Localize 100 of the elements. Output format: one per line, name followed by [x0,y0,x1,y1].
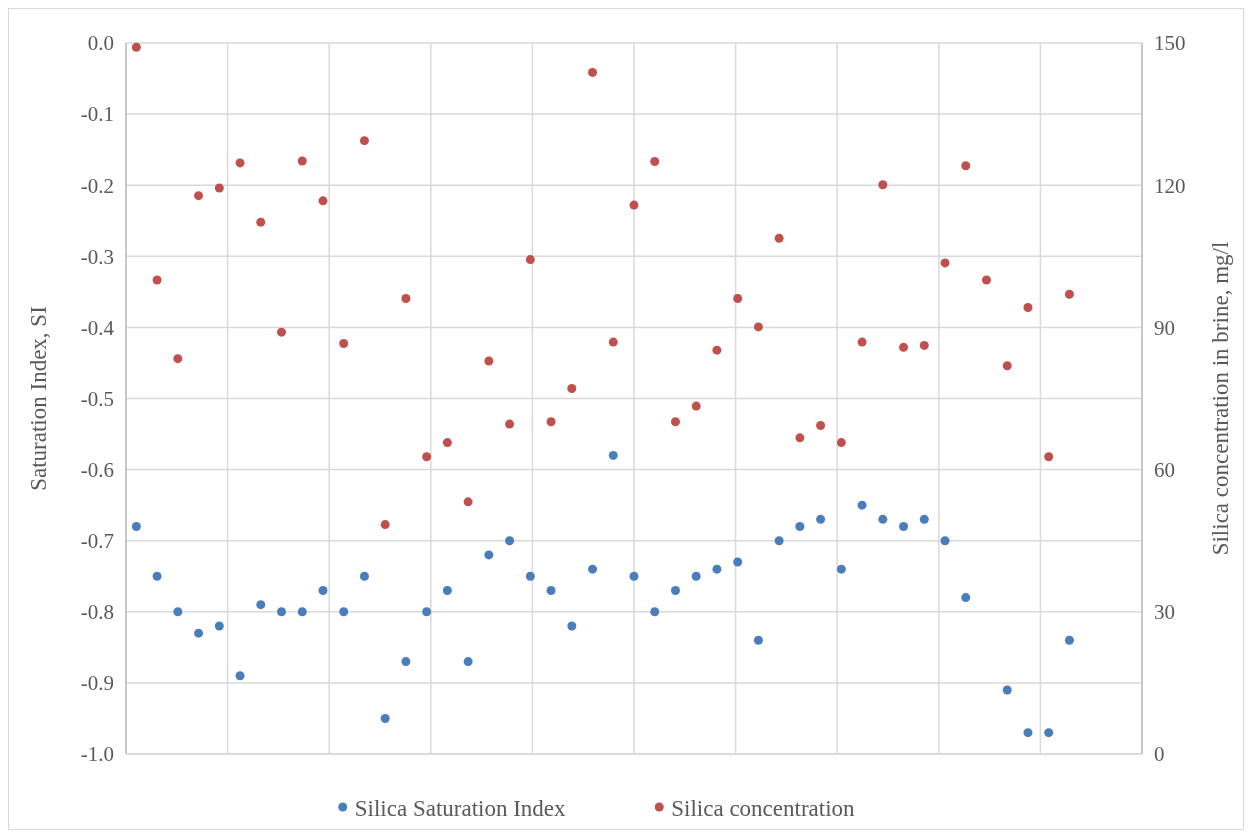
point [940,258,950,268]
y-tick-label: -1.0 [80,742,114,767]
point [173,607,183,617]
point [318,196,328,206]
point [961,593,971,603]
point [194,191,204,201]
point [733,557,743,567]
point [359,136,369,146]
point [899,521,909,531]
point [836,438,846,448]
point [463,497,473,507]
y-tick-label: 0.0 [87,31,114,56]
point [567,384,577,394]
point [505,536,515,546]
point [733,293,743,303]
point [380,520,390,530]
y-tick-label: -0.1 [80,102,114,127]
point [1044,728,1054,738]
point [878,180,888,190]
point [442,585,452,595]
point [131,42,141,52]
point [981,275,991,285]
point [422,607,432,617]
y-tick-label: -0.7 [80,529,114,554]
point [878,514,888,524]
point [629,200,639,210]
point [712,564,722,574]
point [297,607,307,617]
point [235,158,245,168]
point [629,571,639,581]
y2-tick-label: 120 [1154,173,1186,198]
point [608,337,618,347]
point [753,322,763,332]
point [256,217,266,227]
point [857,337,867,347]
point [235,671,245,681]
y2-axis-title: Silica concentration in brine, mg/l [1207,241,1233,556]
point [567,621,577,631]
point [816,514,826,524]
point [1064,635,1074,645]
y2-tick-label: 30 [1154,600,1175,625]
point [297,156,307,166]
point [919,514,929,524]
point [152,275,162,285]
point [588,67,598,77]
point [650,607,660,617]
point [546,417,556,427]
point [256,600,266,610]
point [691,571,701,581]
y2-tick-label: 60 [1154,457,1175,482]
point [1023,728,1033,738]
point [961,161,971,171]
point [152,571,162,581]
point [380,713,390,723]
point [422,452,432,462]
point [712,345,722,355]
point [525,571,535,581]
point [339,339,349,349]
point [588,564,598,574]
y-tick-label: -0.5 [80,386,114,411]
y-tick-label: -0.9 [80,671,114,696]
y-tick-label: -0.4 [80,315,115,340]
point [691,401,701,411]
point [919,340,929,350]
point [277,327,287,337]
y-tick-label: -0.6 [80,457,114,482]
y2-tick-label: 150 [1154,31,1186,56]
point [670,417,680,427]
point [505,419,515,429]
point [484,550,494,560]
point [899,342,909,352]
point [442,438,452,448]
point [940,536,950,546]
point [774,233,784,243]
point [401,293,411,303]
point [1002,685,1012,695]
legend-label: Silica Saturation Index [354,796,567,822]
point [401,657,411,667]
point [359,571,369,581]
point [1002,361,1012,371]
point [173,354,183,364]
legend-label: Silica concentration [671,796,856,822]
point [463,657,473,667]
y2-tick-label: 0 [1154,742,1165,767]
point [795,433,805,443]
point [816,421,826,431]
point [318,585,328,595]
point [214,621,224,631]
point [650,157,660,166]
point [1023,302,1033,312]
point [525,255,535,265]
y-axis-title: Saturation Index, SI [26,306,51,491]
point [194,628,204,638]
y-tick-label: -0.8 [80,600,114,625]
point [753,635,763,645]
point [546,585,556,595]
point [608,450,618,460]
point [214,183,224,193]
point [277,607,287,617]
point [670,585,680,595]
